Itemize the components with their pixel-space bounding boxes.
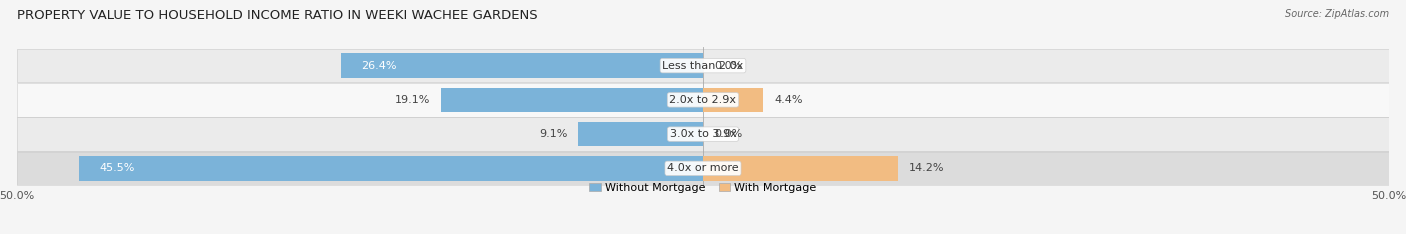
Bar bbox=[17, 83, 1389, 117]
Bar bbox=[17, 117, 1389, 151]
Text: 2.0x to 2.9x: 2.0x to 2.9x bbox=[669, 95, 737, 105]
Text: 9.1%: 9.1% bbox=[538, 129, 567, 139]
Bar bbox=[340, 53, 703, 78]
Bar bbox=[578, 122, 703, 146]
Bar bbox=[703, 88, 763, 112]
Text: Less than 2.0x: Less than 2.0x bbox=[662, 61, 744, 71]
Bar bbox=[703, 156, 898, 181]
Text: 19.1%: 19.1% bbox=[395, 95, 430, 105]
Text: 14.2%: 14.2% bbox=[908, 163, 945, 173]
Bar bbox=[17, 48, 1389, 83]
Text: 0.0%: 0.0% bbox=[714, 129, 742, 139]
Bar bbox=[17, 117, 1389, 151]
Bar bbox=[17, 152, 1389, 185]
Bar bbox=[441, 88, 703, 112]
Text: 4.4%: 4.4% bbox=[775, 95, 803, 105]
Text: 26.4%: 26.4% bbox=[361, 61, 396, 71]
Bar bbox=[17, 49, 1389, 82]
Text: Source: ZipAtlas.com: Source: ZipAtlas.com bbox=[1285, 9, 1389, 19]
Text: 45.5%: 45.5% bbox=[100, 163, 135, 173]
Bar bbox=[17, 151, 1389, 186]
Text: 4.0x or more: 4.0x or more bbox=[668, 163, 738, 173]
Legend: Without Mortgage, With Mortgage: Without Mortgage, With Mortgage bbox=[589, 183, 817, 193]
Text: 3.0x to 3.9x: 3.0x to 3.9x bbox=[669, 129, 737, 139]
Text: 0.0%: 0.0% bbox=[714, 61, 742, 71]
Bar bbox=[79, 156, 703, 181]
Text: PROPERTY VALUE TO HOUSEHOLD INCOME RATIO IN WEEKI WACHEE GARDENS: PROPERTY VALUE TO HOUSEHOLD INCOME RATIO… bbox=[17, 9, 537, 22]
Bar bbox=[17, 83, 1389, 117]
